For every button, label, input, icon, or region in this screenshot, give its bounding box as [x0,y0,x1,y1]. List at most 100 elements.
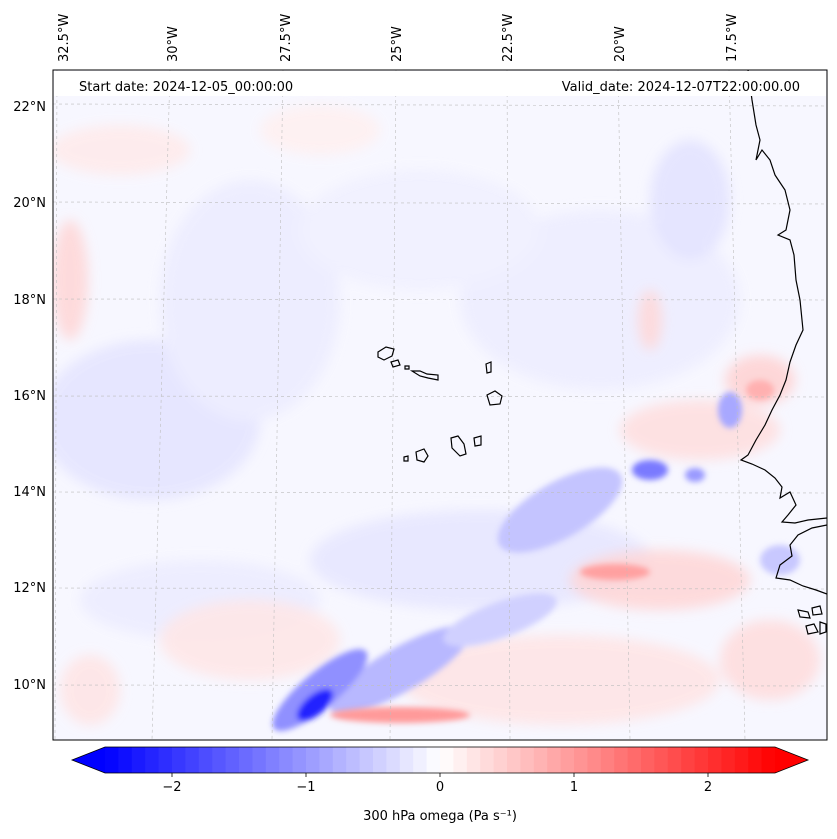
colorbar-tick-label: 1 [570,780,578,795]
field-blob [718,392,742,428]
colorbar-segment [386,747,401,773]
meridian-line [617,70,631,740]
lat-label: 10°N [13,678,46,693]
colorbar-segment [145,747,160,773]
colorbar-segment [533,747,548,773]
lat-label: 14°N [13,485,46,500]
lon-label: 32.5°W [57,14,72,62]
meridian-line [506,70,511,740]
field-blob [720,620,820,700]
colorbar-segment [520,747,535,773]
colorbar-segment [399,747,414,773]
longitude-labels: 32.5°W 30°W 27.5°W 25°W 22.5°W 20°W 17.5… [57,14,740,62]
meridian-line [271,70,284,740]
guinea-coastline [775,524,827,595]
colorbar-segment [748,747,763,773]
colorbar-segment [426,747,441,773]
colorbar-segment [466,747,481,773]
field-blob [160,180,340,420]
lat-label: 22°N [13,100,46,115]
field-blob [580,564,650,580]
lon-label: 30°W [166,26,181,62]
colorbar-segment [319,747,334,773]
colorbar-segment [413,747,428,773]
colorbar-tick-label: 0 [436,780,444,795]
field-blob [632,460,668,480]
field-blob [497,467,623,553]
colorbar-segment [480,747,495,773]
lon-label: 27.5°W [279,14,294,62]
gridlines [53,70,827,740]
colorbar-segment [306,747,320,773]
latitude-labels: 22°N 20°N 18°N 16°N 14°N 12°N 10°N [13,100,46,693]
island-sal [485,361,492,374]
colorbar-segment [118,747,133,773]
valid-date-label: Valid_date: 2024-12-07T22:00:00.00 [562,80,800,95]
field-blob [638,290,662,350]
colorbar-segment [279,747,294,773]
field-blob [685,468,705,482]
lat-label: 20°N [13,196,46,211]
island-santiago [450,435,467,457]
colorbar-segment [292,747,307,773]
island-sao-nicolau [409,370,439,381]
colorbar-segment [761,747,776,773]
colorbar-segment [734,747,749,773]
colorbar-tick-label: −2 [162,780,181,795]
colorbar-segment [346,747,361,773]
field-blob [60,655,120,725]
island-santo-antao [377,346,395,361]
map-panel: Start date: 2024-12-05_00:00:00 Valid_da… [52,69,828,741]
colorbar-segment [453,747,468,773]
colorbar-segment [493,747,508,773]
island-brava [403,455,409,462]
colorbar-segment [359,747,374,773]
island-santa-luzia [404,365,410,370]
colorbar-segment [587,747,602,773]
field-blob [160,600,340,680]
colorbar-outline [70,746,810,774]
field-blob [53,220,88,340]
colorbar-segment [185,747,200,773]
field-blob [53,125,190,175]
colorbar-segment [600,747,615,773]
map-frame [52,69,828,741]
meridian-line [151,70,171,740]
field-blob [650,140,730,260]
lon-label: 25°W [390,26,405,62]
colorbar-segment [172,747,186,773]
colorbar-segment [105,747,119,773]
colorbar-segment [654,747,669,773]
meridian-line [728,70,746,740]
field-blob [570,550,750,610]
island-fogo [415,448,429,463]
field-blob [272,649,368,731]
colorbar-segment [614,747,629,773]
africa-coastline [739,70,827,524]
colorbar-segment [332,747,347,773]
colorbar-segment [440,747,454,773]
start-date-label: Start date: 2024-12-05_00:00:00 [79,80,293,95]
lat-label: 12°N [13,581,46,596]
colorbar-segment [507,747,521,773]
colorbar-segment [252,747,267,773]
lon-label: 20°W [613,26,628,62]
field-blob [746,380,774,400]
field-blob [329,625,471,715]
omega-field [53,105,820,731]
colorbar-segment [627,747,642,773]
colorbar-segment [265,747,280,773]
colorbar-extend-low [72,747,105,773]
colorbar: −2 −1 0 1 2 300 hPa omega (Pa s⁻¹) [70,746,810,824]
lon-label: 22.5°W [501,14,516,62]
lon-label: 17.5°W [725,14,740,62]
field-blob [260,105,380,155]
coastlines [377,70,827,635]
field-blob [296,688,334,722]
island-maio [473,435,482,447]
colorbar-label: 300 hPa omega (Pa s⁻¹) [363,809,517,824]
colorbar-segment [373,747,387,773]
field-blob [330,707,470,723]
field-blob [300,170,540,290]
